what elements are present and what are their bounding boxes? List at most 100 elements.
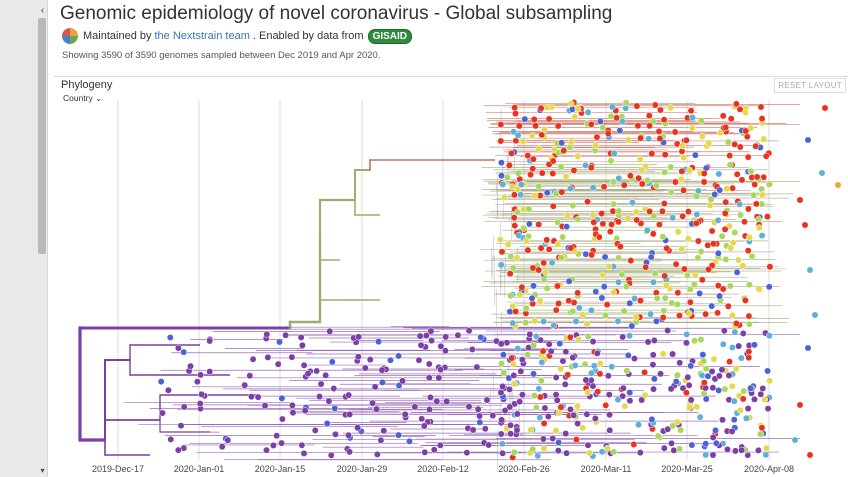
tree-tip[interactable] — [549, 434, 557, 442]
tree-tip[interactable] — [613, 114, 621, 122]
tree-tip[interactable] — [399, 377, 406, 385]
tree-tip[interactable] — [508, 149, 516, 157]
tree-tip[interactable] — [483, 396, 491, 404]
tree-tip[interactable] — [316, 393, 323, 401]
tree-tip[interactable] — [619, 392, 627, 400]
tree-tip[interactable] — [599, 124, 607, 132]
tree-tip[interactable] — [481, 425, 489, 433]
tree-tip[interactable] — [667, 188, 675, 196]
tree-tip[interactable] — [395, 382, 403, 389]
tree-tip[interactable] — [620, 181, 628, 189]
tree-tip[interactable] — [676, 359, 684, 367]
tree-tip[interactable] — [548, 259, 556, 267]
tree-tip[interactable] — [601, 311, 609, 319]
tree-tip[interactable] — [476, 412, 484, 420]
tree-tip[interactable] — [288, 353, 296, 361]
tree-tip[interactable] — [693, 211, 701, 218]
tree-tip[interactable] — [661, 151, 669, 159]
tree-tip[interactable] — [761, 396, 769, 403]
tree-tip[interactable] — [535, 182, 543, 190]
tree-tip[interactable] — [543, 236, 551, 244]
tree-tip[interactable] — [552, 391, 560, 399]
tree-tip[interactable] — [328, 358, 336, 366]
tree-tip[interactable] — [764, 213, 771, 221]
tree-tip[interactable] — [198, 390, 206, 398]
tree-tip[interactable] — [371, 383, 379, 391]
tree-tip[interactable] — [573, 402, 581, 410]
tree-tip[interactable] — [513, 254, 521, 262]
tree-tip[interactable] — [752, 200, 760, 208]
tree-tip[interactable] — [616, 243, 624, 251]
tree-tip[interactable] — [741, 296, 749, 304]
tree-tip[interactable] — [536, 297, 544, 305]
tree-tip[interactable] — [752, 142, 760, 150]
tree-tip[interactable] — [600, 183, 608, 191]
scrollbar-thumb[interactable] — [38, 18, 46, 254]
tree-tip[interactable] — [527, 426, 535, 434]
tree-tip[interactable] — [625, 136, 633, 144]
tree-tip[interactable] — [727, 115, 735, 123]
tree-tip[interactable] — [609, 178, 617, 186]
tree-tip[interactable] — [600, 283, 608, 291]
tree-tip[interactable] — [747, 384, 755, 392]
tree-tip[interactable] — [505, 161, 513, 169]
tree-tip[interactable] — [722, 123, 730, 131]
tree-tip[interactable] — [477, 333, 485, 341]
tree-tip[interactable] — [662, 281, 670, 289]
tree-tip[interactable] — [743, 133, 751, 141]
tree-tip[interactable] — [474, 405, 482, 413]
tree-tip[interactable] — [591, 415, 599, 422]
tree-tip[interactable] — [418, 415, 426, 423]
tree-tip[interactable] — [714, 309, 722, 317]
tree-tip[interactable] — [726, 152, 734, 160]
tree-tip[interactable] — [581, 360, 589, 368]
tree-tip[interactable] — [562, 348, 570, 356]
tree-tip[interactable] — [503, 339, 511, 347]
tree-tip[interactable] — [497, 159, 505, 167]
tree-tip[interactable] — [524, 246, 532, 254]
tree-tip[interactable] — [567, 405, 574, 413]
tree-tip[interactable] — [354, 353, 362, 361]
tree-tip[interactable] — [736, 200, 744, 208]
tree-tip[interactable] — [634, 122, 642, 130]
tree-tip[interactable] — [719, 416, 726, 424]
tree-tip[interactable] — [218, 443, 226, 451]
tree-tip[interactable] — [684, 373, 692, 381]
tree-tip[interactable] — [630, 441, 638, 448]
tree-tip[interactable] — [821, 104, 829, 112]
tree-tip[interactable] — [755, 224, 763, 232]
tree-tip[interactable] — [553, 396, 561, 404]
tree-tip[interactable] — [731, 229, 739, 236]
tree-tip[interactable] — [730, 397, 738, 405]
tree-tip[interactable] — [224, 436, 232, 444]
tree-tip[interactable] — [648, 415, 656, 423]
tree-tip[interactable] — [628, 322, 636, 330]
tree-tip[interactable] — [587, 164, 595, 172]
tree-tip[interactable] — [621, 402, 629, 410]
tree-tip[interactable] — [745, 233, 753, 241]
tree-tip[interactable] — [732, 365, 740, 373]
tree-tip[interactable] — [565, 277, 573, 285]
tree-tip[interactable] — [726, 161, 734, 169]
tree-tip[interactable] — [557, 163, 565, 171]
tree-tip[interactable] — [540, 419, 548, 427]
tree-tip[interactable] — [624, 351, 632, 359]
tree-tip[interactable] — [649, 230, 657, 238]
tree-tip[interactable] — [704, 241, 712, 249]
tree-tip[interactable] — [531, 192, 539, 200]
tree-tip[interactable] — [485, 441, 493, 449]
tree-tip[interactable] — [736, 105, 744, 113]
tree-tip[interactable] — [758, 424, 766, 432]
tree-tip[interactable] — [540, 125, 548, 133]
tree-tip[interactable] — [241, 381, 249, 389]
tree-tip[interactable] — [745, 348, 753, 356]
tree-tip[interactable] — [721, 385, 729, 393]
tree-tip[interactable] — [539, 435, 547, 443]
tree-tip[interactable] — [395, 352, 403, 360]
tree-tip[interactable] — [514, 345, 522, 352]
tree-tip[interactable] — [702, 440, 710, 448]
tree-tip[interactable] — [738, 176, 746, 184]
tree-tip[interactable] — [589, 338, 597, 346]
tree-tip[interactable] — [489, 412, 497, 420]
tree-tip[interactable] — [765, 283, 773, 291]
